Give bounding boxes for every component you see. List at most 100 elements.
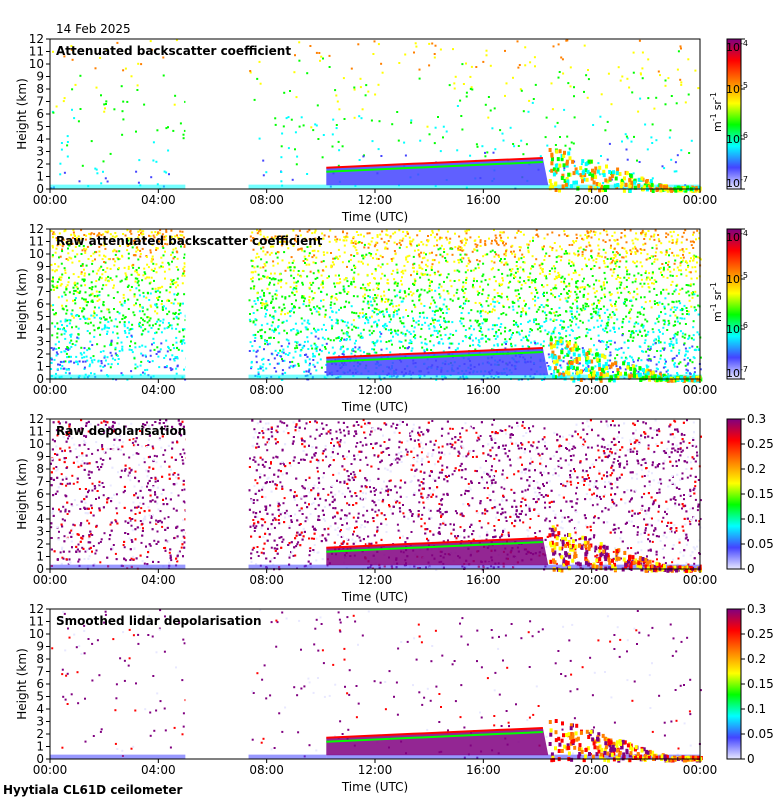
heatmap-cell xyxy=(371,237,374,239)
heatmap-cell xyxy=(570,310,573,313)
heatmap-cell xyxy=(403,141,406,144)
heatmap-cell xyxy=(74,255,77,258)
heatmap-cell xyxy=(256,265,259,268)
heatmap-cell xyxy=(410,341,413,343)
heatmap-cell xyxy=(122,293,125,296)
heatmap-cell xyxy=(465,239,468,242)
heatmap-cell xyxy=(684,364,687,367)
heatmap-cell xyxy=(517,257,520,260)
heatmap-cell xyxy=(149,40,152,43)
heatmap-cell xyxy=(643,307,646,310)
heatmap-cell xyxy=(481,145,484,148)
heatmap-cell xyxy=(468,337,471,339)
heatmap-cell xyxy=(297,248,300,251)
heatmap-cell xyxy=(148,361,151,363)
heatmap-cell xyxy=(302,124,305,127)
heatmap-cell xyxy=(460,241,463,244)
heatmap-cell xyxy=(448,346,451,349)
heatmap-cell xyxy=(538,264,541,267)
heatmap-cell xyxy=(522,256,525,258)
heatmap-cell xyxy=(59,243,62,246)
heatmap-cell xyxy=(577,253,580,256)
heatmap-cell xyxy=(142,291,145,294)
heatmap-cell xyxy=(279,241,282,243)
heatmap-cell xyxy=(453,280,456,282)
heatmap-cell xyxy=(384,301,387,303)
y-tick-label: 8 xyxy=(36,82,44,96)
heatmap-cell xyxy=(462,302,465,305)
heatmap-cell xyxy=(675,284,678,287)
heatmap-cell xyxy=(280,145,283,148)
heatmap-cell xyxy=(55,247,58,250)
heatmap-cell xyxy=(557,43,560,46)
heatmap-cell xyxy=(576,286,579,289)
heatmap-cell xyxy=(379,340,382,343)
heatmap-cell xyxy=(478,292,481,294)
heatmap-cell xyxy=(53,358,56,361)
heatmap-cell xyxy=(298,41,301,44)
heatmap-cell xyxy=(60,148,63,151)
heatmap-cell xyxy=(259,367,262,370)
heatmap-cell xyxy=(453,269,456,272)
heatmap-cell xyxy=(570,141,573,144)
heatmap-cell xyxy=(179,122,182,125)
heatmap-cell xyxy=(487,304,490,307)
heatmap-cell xyxy=(150,276,153,279)
heatmap-cell xyxy=(81,356,84,359)
heatmap-cell xyxy=(403,290,406,293)
heatmap-cell xyxy=(676,372,679,374)
heatmap-cell xyxy=(327,235,330,238)
heatmap-cell xyxy=(367,300,370,303)
heatmap-cell xyxy=(579,290,581,293)
heatmap-cell xyxy=(659,74,661,77)
heatmap-cell xyxy=(100,182,103,185)
heatmap-cell xyxy=(88,332,91,335)
heatmap-cell xyxy=(512,76,514,79)
heatmap-cell xyxy=(590,176,594,181)
heatmap-cell xyxy=(650,255,653,258)
heatmap-cell xyxy=(334,274,337,277)
heatmap-cell xyxy=(684,229,687,232)
heatmap-cell xyxy=(67,259,70,262)
heatmap-cell xyxy=(593,310,595,313)
heatmap-cell xyxy=(156,296,159,299)
heatmap-cell xyxy=(70,233,73,236)
heatmap-cell xyxy=(280,280,282,283)
heatmap-cell xyxy=(616,348,619,351)
heatmap-cell xyxy=(634,237,637,240)
heatmap-cell xyxy=(406,329,409,332)
heatmap-cell xyxy=(341,145,344,148)
heatmap-cell xyxy=(649,347,652,350)
heatmap-cell xyxy=(109,316,111,319)
heatmap-cell xyxy=(590,255,593,257)
heatmap-cell xyxy=(141,279,144,282)
heatmap-cell xyxy=(258,230,261,233)
heatmap-cell xyxy=(698,333,701,336)
heatmap-cell xyxy=(664,366,667,368)
heatmap-cell xyxy=(692,255,695,258)
heatmap-cell xyxy=(289,315,292,318)
heatmap-cell xyxy=(252,321,255,324)
heatmap-cell xyxy=(308,368,311,371)
heatmap-cell xyxy=(592,287,595,290)
heatmap-cell xyxy=(552,320,555,322)
heatmap-cell xyxy=(317,287,320,290)
heatmap-cell xyxy=(176,234,178,237)
heatmap-cell xyxy=(673,334,676,336)
heatmap-cell xyxy=(315,256,318,259)
heatmap-cell xyxy=(373,300,376,303)
heatmap-cell xyxy=(597,325,600,328)
heatmap-cell xyxy=(178,238,181,241)
heatmap-cell xyxy=(170,253,172,256)
heatmap-cell xyxy=(595,279,598,282)
heatmap-cell xyxy=(602,305,605,308)
heatmap-cell xyxy=(524,64,527,67)
heatmap-cell xyxy=(581,179,584,184)
heatmap-cell xyxy=(361,287,364,290)
heatmap-cell xyxy=(584,168,588,173)
heatmap-cell xyxy=(675,342,678,344)
heatmap-cell xyxy=(546,298,549,301)
heatmap-cell xyxy=(362,257,365,260)
heatmap-cell xyxy=(51,246,54,249)
heatmap-cell xyxy=(667,233,670,236)
